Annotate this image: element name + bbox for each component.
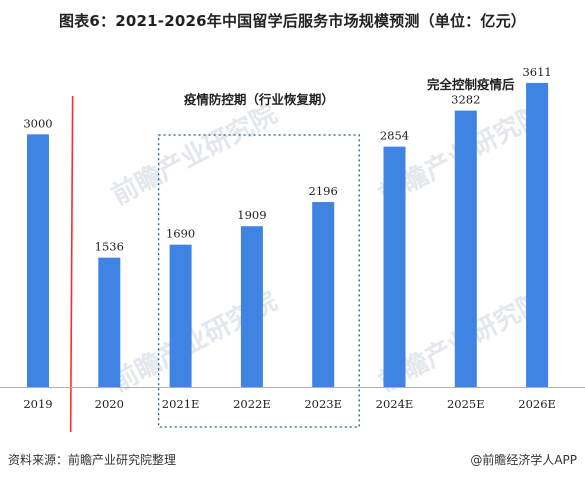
full-control-label: 完全控制疫情后 [427, 77, 515, 92]
bar-2019 [27, 134, 49, 387]
x-tick-label: 2025E [447, 397, 485, 411]
watermark-text: 前瞻产业研究院 [107, 98, 282, 211]
x-tick-label: 2019 [23, 397, 52, 411]
source-note: 资料来源：前瞻产业研究院整理 [8, 453, 177, 467]
brand-label: @前瞻经济学人APP [470, 453, 577, 467]
recovery-period-box [157, 134, 360, 428]
recovery-period-label: 疫情防控期（行业恢复期） [184, 92, 334, 107]
value-label: 3282 [451, 93, 480, 107]
bar-2025e [454, 110, 477, 387]
bar-2023e [312, 202, 335, 387]
page-title: 图表6：2021-2026年中国留学后服务市场规模预测（单位：亿元） [59, 12, 526, 30]
bar-2020 [98, 257, 121, 387]
bar-2024e [383, 146, 406, 387]
value-labels-layer: 3000 1536 1690 1909 2196 2854 3282 3611 [23, 65, 551, 254]
value-label: 1536 [95, 240, 124, 254]
x-tick-label: 2020 [95, 397, 124, 411]
annotation-layer: 疫情防控期（行业恢复期） 完全控制疫情后 [69, 77, 515, 433]
value-label: 2196 [309, 184, 338, 198]
value-label: 3611 [522, 65, 551, 79]
x-tick-label: 2024E [376, 397, 414, 411]
x-tick-label: 2026E [518, 397, 556, 411]
bars-layer [27, 82, 549, 387]
x-tick-labels-layer: 2019 2020 2021E 2022E 2023E 2024E 2025E 2026E [23, 397, 556, 411]
bar-2021e [169, 244, 192, 387]
value-label: 1909 [237, 208, 266, 222]
x-tick-label: 2023E [304, 397, 342, 411]
period-divider-line [69, 95, 74, 433]
value-label: 3000 [23, 116, 52, 130]
bar-2026e [526, 82, 549, 387]
bar-2022e [240, 226, 263, 387]
x-tick-label: 2022E [233, 397, 271, 411]
value-label: 1690 [166, 227, 195, 241]
value-label: 2854 [380, 129, 409, 143]
x-tick-label: 2021E [162, 397, 200, 411]
